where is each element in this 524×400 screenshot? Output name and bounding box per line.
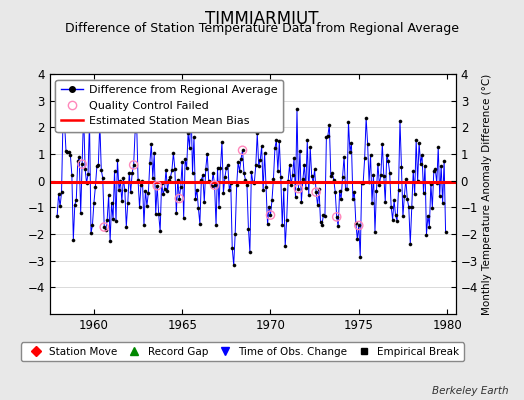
- Point: [100, 224, 108, 230]
- Legend: Difference from Regional Average, Quality Control Failed, Estimated Station Mean: Difference from Regional Average, Qualit…: [56, 80, 283, 132]
- Point: [333, 214, 341, 220]
- Point: [129, 162, 138, 168]
- Point: [238, 147, 247, 154]
- Text: Berkeley Earth: Berkeley Earth: [432, 386, 508, 396]
- Point: [266, 212, 275, 218]
- Text: Difference of Station Temperature Data from Regional Average: Difference of Station Temperature Data f…: [65, 22, 459, 35]
- Point: [294, 186, 303, 192]
- Point: [175, 195, 183, 202]
- Text: TIMMIARMIUT: TIMMIARMIUT: [205, 10, 319, 28]
- Point: [312, 189, 320, 195]
- Point: [153, 182, 161, 189]
- Point: [355, 222, 363, 229]
- Point: [78, 161, 86, 167]
- Point: [211, 182, 219, 188]
- Y-axis label: Monthly Temperature Anomaly Difference (°C): Monthly Temperature Anomaly Difference (…: [482, 73, 492, 315]
- Legend: Station Move, Record Gap, Time of Obs. Change, Empirical Break: Station Move, Record Gap, Time of Obs. C…: [21, 342, 464, 361]
